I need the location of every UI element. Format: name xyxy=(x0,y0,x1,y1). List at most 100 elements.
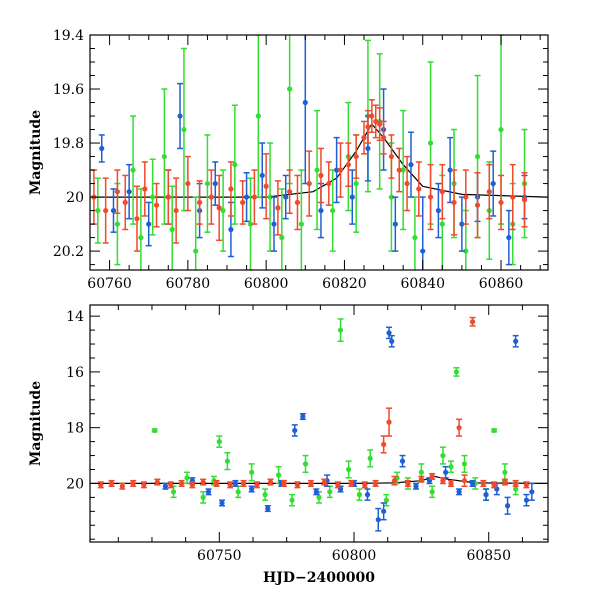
series-green xyxy=(94,35,528,270)
data-point xyxy=(513,338,519,344)
data-point xyxy=(193,248,199,254)
data-point xyxy=(513,480,519,487)
data-point xyxy=(372,480,379,487)
data-point xyxy=(208,194,214,200)
data-point xyxy=(298,221,304,227)
data-point xyxy=(373,118,379,125)
data-point xyxy=(294,199,301,206)
data-point xyxy=(346,466,352,473)
data-point xyxy=(356,492,363,498)
data-point xyxy=(220,207,226,214)
data-point xyxy=(451,199,457,206)
data-point xyxy=(314,167,320,173)
data-point xyxy=(114,189,121,195)
data-point xyxy=(204,180,211,187)
data-point xyxy=(375,517,381,523)
data-point xyxy=(502,469,508,475)
data-point xyxy=(119,483,125,489)
data-point xyxy=(216,439,222,445)
data-point xyxy=(420,248,426,254)
data-point xyxy=(456,425,462,431)
x-tick-label: 60860 xyxy=(479,276,524,292)
y-tick-label: 19.4 xyxy=(53,28,84,44)
data-point xyxy=(321,479,327,485)
y-tick-label: 18 xyxy=(66,421,84,437)
data-point xyxy=(146,221,152,227)
data-point xyxy=(289,497,295,503)
data-point xyxy=(365,145,371,152)
data-point xyxy=(513,486,519,492)
data-point xyxy=(232,480,239,487)
y-tick-label: 16 xyxy=(66,365,84,381)
data-point xyxy=(353,153,359,160)
data-point xyxy=(318,207,324,214)
y-tick-label: 19.8 xyxy=(53,136,84,152)
data-point xyxy=(440,452,446,459)
data-point xyxy=(529,489,535,495)
data-point xyxy=(337,167,344,173)
data-point xyxy=(463,248,469,254)
data-point xyxy=(335,482,341,488)
data-point xyxy=(302,461,309,467)
data-point xyxy=(259,172,265,179)
data-point xyxy=(153,202,160,208)
data-point xyxy=(510,194,516,200)
data-point xyxy=(461,478,468,484)
data-point xyxy=(267,479,274,485)
x-tick-label: 60840 xyxy=(400,276,445,292)
data-point xyxy=(388,194,395,200)
data-point xyxy=(391,478,398,484)
data-point xyxy=(227,482,233,488)
data-point xyxy=(161,153,167,160)
data-point xyxy=(249,486,255,492)
data-point xyxy=(279,234,285,241)
data-point xyxy=(205,489,212,495)
data-point xyxy=(439,189,445,195)
data-point xyxy=(392,221,398,227)
plot-area xyxy=(90,316,548,532)
data-point xyxy=(327,489,333,495)
data-point xyxy=(463,194,469,200)
data-point xyxy=(184,475,190,481)
data-point xyxy=(348,480,354,487)
data-point xyxy=(483,492,489,498)
data-point xyxy=(453,369,459,375)
data-point xyxy=(95,207,101,214)
model-curve xyxy=(90,123,548,198)
data-point xyxy=(353,180,359,187)
data-point xyxy=(502,479,508,485)
x-tick-label: 60820 xyxy=(322,276,367,292)
data-point xyxy=(439,221,445,227)
data-point xyxy=(177,113,183,119)
data-point xyxy=(110,207,117,214)
data-point xyxy=(154,479,160,485)
x-tick-label: 60850 xyxy=(466,548,511,564)
data-point xyxy=(490,180,496,187)
data-point xyxy=(474,202,481,208)
data-point xyxy=(365,124,371,130)
data-point xyxy=(396,167,402,173)
data-point xyxy=(306,180,312,187)
data-point xyxy=(292,427,298,434)
y-tick-label: 14 xyxy=(66,309,84,325)
series-blue xyxy=(162,326,535,532)
data-point xyxy=(308,480,314,487)
data-point xyxy=(448,480,454,487)
data-point xyxy=(345,162,351,168)
data-point xyxy=(271,221,277,227)
data-point xyxy=(254,482,260,488)
data-point xyxy=(498,199,504,206)
data-point xyxy=(491,427,497,434)
data-point xyxy=(498,126,504,133)
y-tick-label: 20 xyxy=(66,476,84,492)
data-point xyxy=(287,86,293,92)
data-point xyxy=(99,145,105,152)
data-point xyxy=(349,194,355,200)
data-point xyxy=(480,480,486,487)
data-point xyxy=(232,162,238,168)
data-point xyxy=(108,480,115,487)
data-point xyxy=(399,458,406,464)
data-point xyxy=(249,469,255,475)
plot-frame xyxy=(89,34,549,271)
plot-area xyxy=(90,35,548,270)
